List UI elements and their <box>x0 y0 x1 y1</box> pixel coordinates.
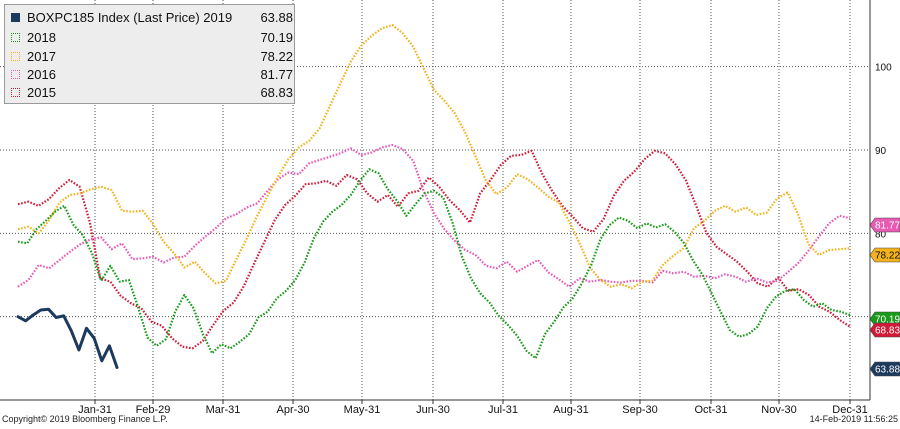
x-tick-label: Sep-30 <box>622 404 657 416</box>
value-tag-label: 63.88 <box>875 365 900 376</box>
x-tick-label: Apr-30 <box>276 404 309 416</box>
x-tick-label: Oct-31 <box>694 404 727 416</box>
timestamp-text: 14-Feb-2019 11:56:25 <box>809 414 898 424</box>
value-tag-label: 81.77 <box>875 221 900 232</box>
value-tag-bg <box>869 361 900 377</box>
series-line-2018 <box>17 168 851 360</box>
y-tick-label: 90 <box>875 146 887 157</box>
x-tick-label: Jan-31 <box>78 404 112 416</box>
x-tick-label: May-31 <box>344 404 381 416</box>
series-line-2015 <box>17 149 851 350</box>
x-tick-label: Dec-31 <box>832 404 867 416</box>
x-tick-label: Aug-31 <box>553 404 588 416</box>
legend-value: 63.88 <box>260 10 293 25</box>
value-tag-bg <box>869 217 900 233</box>
x-tick-label: Mar-31 <box>206 404 241 416</box>
legend-swatch-2019 <box>11 13 20 22</box>
legend-label: 2016 <box>27 67 56 82</box>
legend-value: 78.22 <box>260 49 293 64</box>
x-tick-label: Nov-30 <box>761 404 796 416</box>
legend-swatch-2018 <box>11 33 20 42</box>
x-tick-label: Jun-30 <box>416 404 450 416</box>
legend-swatch-2016 <box>11 70 20 79</box>
legend-value: 81.77 <box>260 67 293 82</box>
series-line-2016 <box>17 143 851 288</box>
legend-label: BOXPC185 Index (Last Price) 2019 <box>27 10 233 25</box>
legend-label: 2017 <box>27 49 56 64</box>
x-tick-label: Jul-31 <box>488 404 518 416</box>
y-axis: 708090100 <box>869 0 892 400</box>
legend-swatch-2015 <box>11 88 20 97</box>
legend-label: 2015 <box>27 85 56 100</box>
y-tick-label: 80 <box>875 229 887 240</box>
series-line-2019 <box>16 307 119 369</box>
y-tick-label: 100 <box>875 63 892 74</box>
legend-value: 68.83 <box>260 85 293 100</box>
value-tag-label: 78.22 <box>875 251 900 262</box>
x-axis: Jan-31 Feb-29 Mar-31 Apr-30 May-31 Jun-30 Jul-… <box>0 399 870 416</box>
x-tick-label: Feb-29 <box>136 404 171 416</box>
series-lines <box>16 23 851 369</box>
value-tag-bg <box>869 322 900 338</box>
value-tag-label: 68.83 <box>875 326 900 337</box>
legend-label: 2018 <box>27 30 56 45</box>
legend-swatch-2017 <box>11 52 20 61</box>
value-tag-label: 70.19 <box>875 315 900 326</box>
legend: BOXPC185 Index (Last Price) 2019 63.88 2… <box>4 4 295 104</box>
value-tag-bg <box>869 247 900 263</box>
copyright-text: Copyright© 2019 Bloomberg Finance L.P. <box>2 414 168 424</box>
legend-value: 70.19 <box>260 30 293 45</box>
